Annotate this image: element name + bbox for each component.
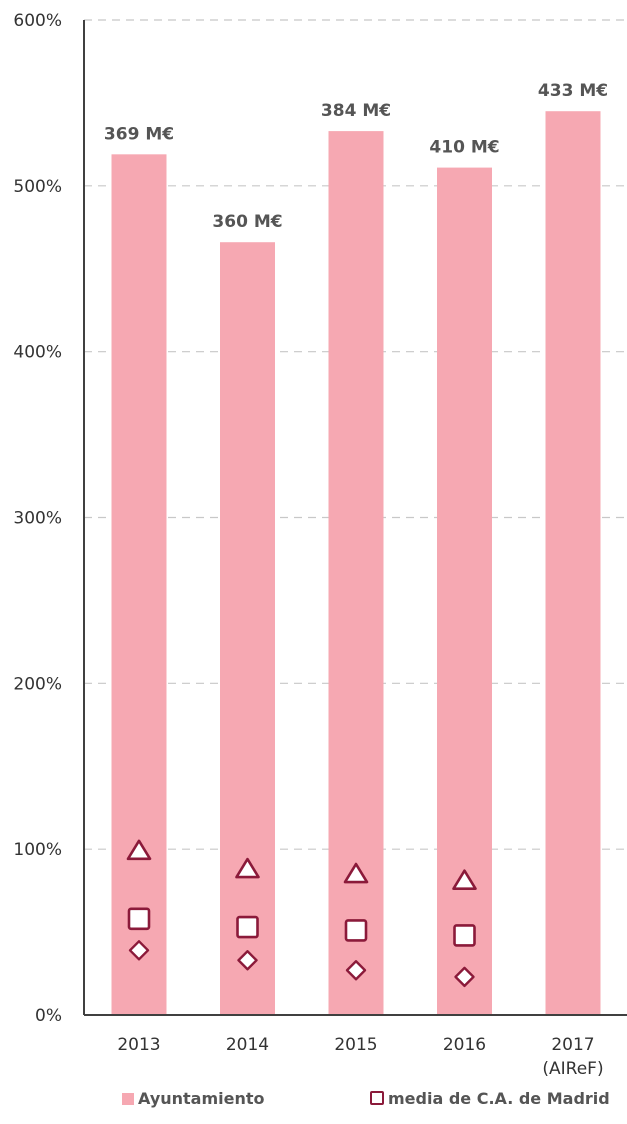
bar [220,242,275,1015]
bar-value-label: 410 M€ [429,138,499,158]
legend-label-media-madrid: media de C.A. de Madrid [388,1089,610,1108]
diamond-marker [128,940,150,961]
data-labels: 369 M€ 360 M€ 384 M€ 410 M€ 433 M€ [104,81,608,232]
legend-label-ayuntamiento: Ayuntamiento [138,1089,265,1108]
square-marker [344,919,368,942]
diamond-marker [237,950,258,971]
x-tick-label: 2013 [117,1035,160,1055]
triangle-marker [452,869,477,890]
square-marker [236,915,259,939]
x-tick-label: 2016 [443,1035,486,1055]
diamond-marker [345,960,367,981]
markers [126,839,477,988]
triangle-marker [343,862,369,884]
legend-item-media-madrid: media de C.A. de Madrid [370,1089,610,1108]
x-tick-label: 2017 [551,1035,594,1055]
triangle-marker [126,839,152,861]
y-tick-label: 400% [13,343,62,363]
legend-item-ayuntamiento: Ayuntamiento [122,1089,265,1108]
legend-swatch-media-madrid [370,1091,384,1105]
legend: Ayuntamiento media de C.A. de Madrid [0,1086,627,1116]
legend-swatch-ayuntamiento [122,1093,134,1105]
y-tick-label: 100% [13,840,62,860]
chart: 369 M€ 360 M€ 384 M€ 410 M€ 433 M€ 0% 100% 200… [13,11,627,1079]
x-tick-label: 2015 [334,1035,377,1055]
y-tick-label: 300% [13,509,62,529]
x-tick-label: 2014 [226,1035,269,1055]
y-tick-label: 500% [13,177,62,197]
y-tick-label: 200% [13,674,62,694]
x-tick-sublabel: (AIReF) [542,1059,603,1079]
axes: 0% 100% 200% 300% 400% 500% 600% 2013 2014 2015 20… [13,11,627,1079]
square-marker [453,924,476,947]
triangle-marker [235,857,260,879]
bar-value-label: 360 M€ [212,212,282,232]
bar [111,154,167,1015]
bar-value-label: 433 M€ [538,81,608,101]
bar [545,111,601,1016]
diamond-marker [454,966,475,988]
bar-value-label: 384 M€ [321,101,391,121]
square-marker [127,907,151,931]
bar-value-label: 369 M€ [104,124,174,144]
y-tick-label: 0% [35,1006,62,1026]
y-tick-label: 600% [13,11,62,31]
